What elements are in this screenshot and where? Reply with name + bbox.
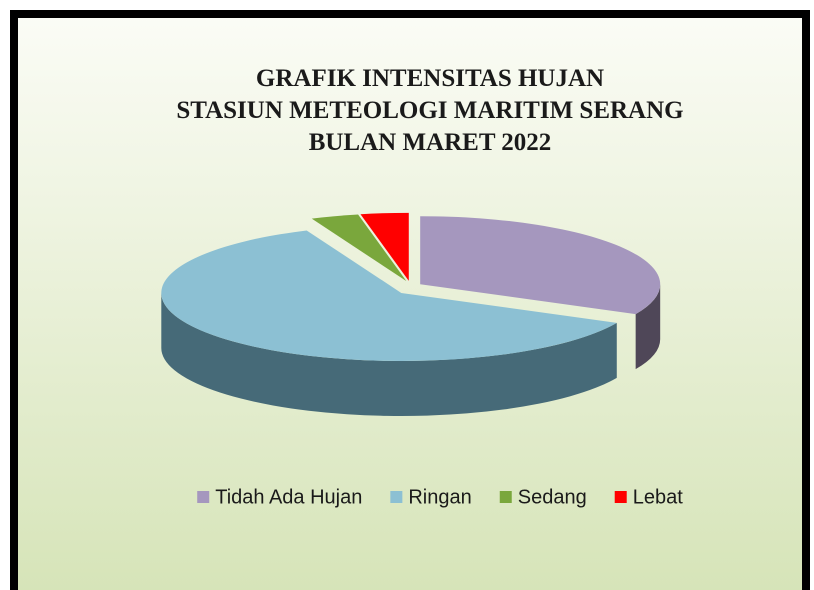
chart-title: GRAFIK INTENSITAS HUJAN	[256, 65, 604, 92]
legend-label: Tidah Ada Hujan	[215, 486, 362, 508]
pie	[161, 212, 661, 416]
slice-side	[161, 292, 617, 416]
chart-title: STASIUN METEOLOGI MARITIM SERANG	[176, 97, 683, 124]
chart-title: BULAN MARET 2022	[309, 129, 552, 156]
slice	[420, 216, 661, 315]
slice	[311, 214, 407, 282]
slice	[161, 230, 617, 361]
slice	[360, 212, 409, 281]
legend-swatch	[197, 491, 210, 503]
legend-label: Sedang	[518, 486, 587, 508]
legend: Tidah Ada Hujan Ringan Sedang Lebat	[197, 486, 683, 508]
legend-swatch	[499, 491, 512, 503]
legend-swatch	[614, 491, 627, 503]
legend-label: Lebat	[633, 486, 683, 508]
legend-swatch	[390, 491, 403, 503]
legend-label: Ringan	[408, 486, 471, 508]
slice-side	[635, 284, 661, 370]
